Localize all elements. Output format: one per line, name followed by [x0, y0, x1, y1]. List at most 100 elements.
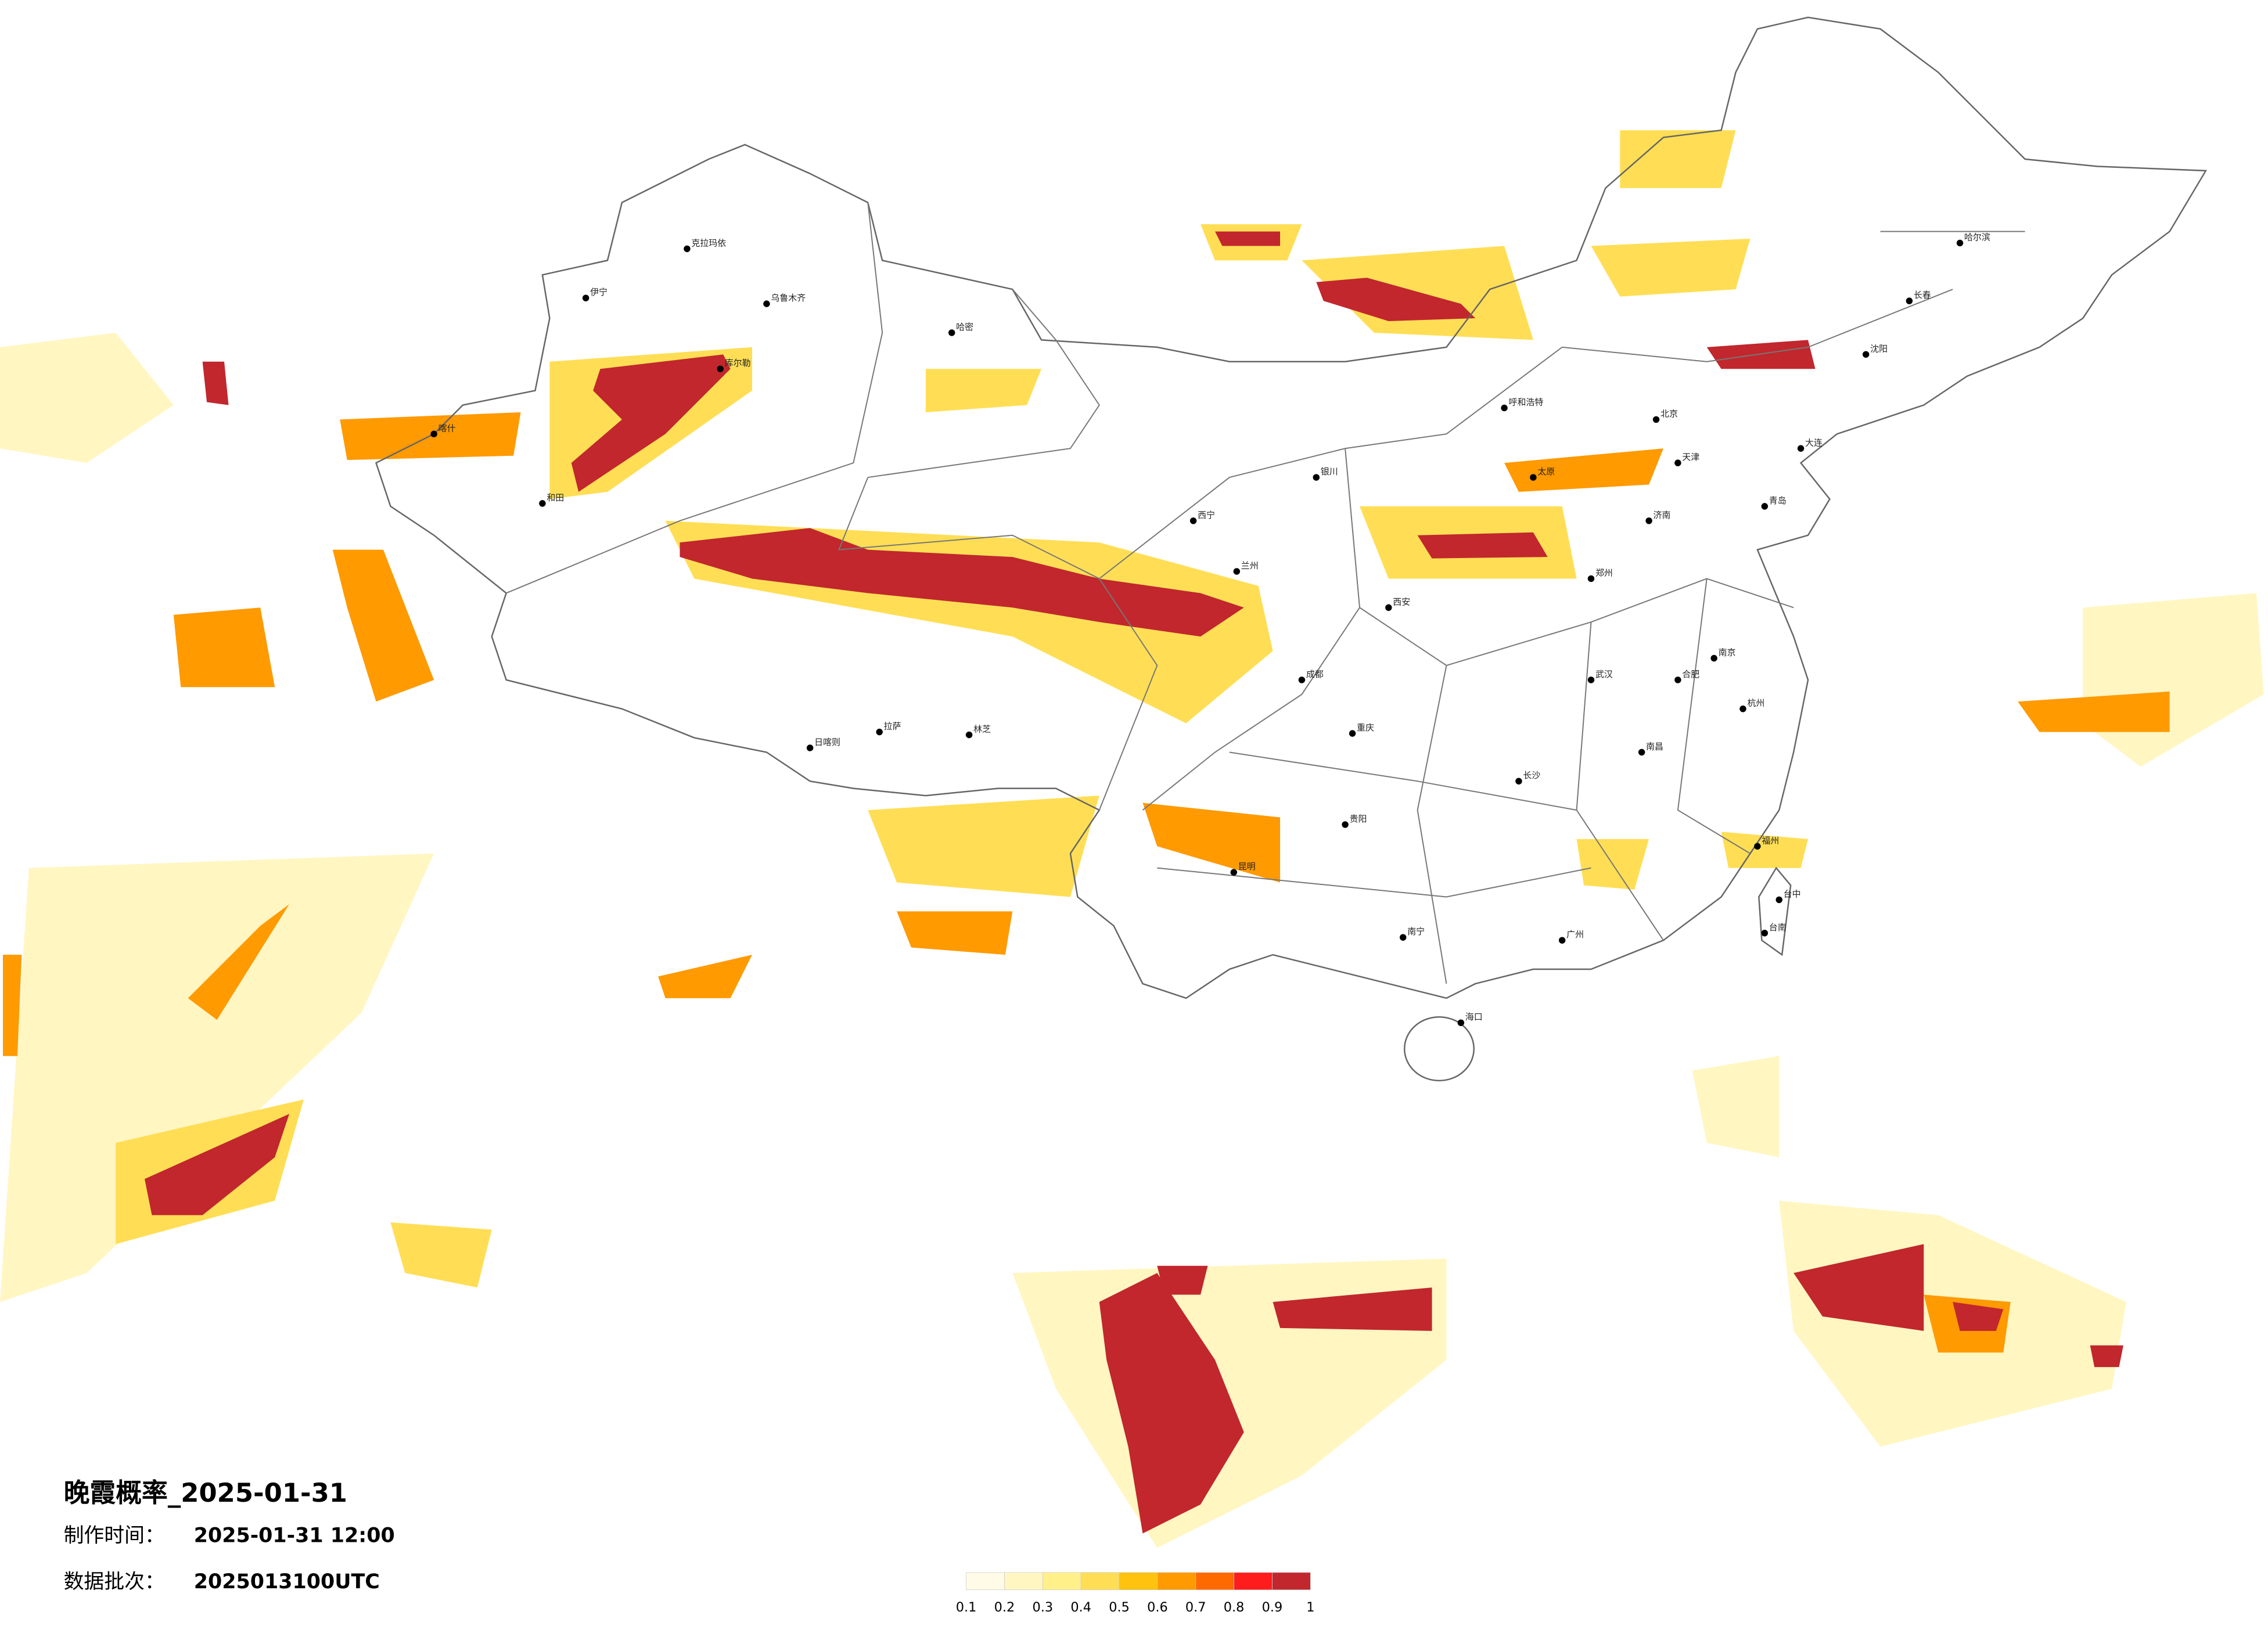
probability-area	[1620, 130, 1736, 188]
batch-label: 数据批次：	[64, 1570, 165, 1593]
city-label: 大连	[1805, 437, 1823, 448]
legend-tick-label: 0.5	[1109, 1600, 1130, 1615]
legend-tick-label: 0.1	[956, 1600, 977, 1615]
province-border	[506, 202, 2025, 984]
city-dot	[1313, 474, 1320, 481]
probability-area	[1692, 1056, 1780, 1157]
china-outline	[375, 16, 2208, 1082]
city-dot	[539, 500, 546, 507]
legend-swatch	[1272, 1572, 1311, 1591]
city-label: 乌鲁木齐	[771, 293, 806, 303]
city-label: 武汉	[1595, 669, 1613, 679]
probability-area	[571, 354, 731, 492]
legend-tick-label: 0.2	[994, 1600, 1015, 1615]
city-label: 杭州	[1747, 698, 1764, 708]
city-label: 福州	[1762, 835, 1779, 846]
probability-area	[173, 607, 275, 688]
legend-tick-label: 0.8	[1224, 1600, 1245, 1615]
city-dot	[1515, 778, 1522, 785]
legend-swatch	[1004, 1572, 1043, 1591]
probability-area	[868, 796, 1099, 897]
legend-tick-label: 0.3	[1033, 1600, 1054, 1615]
probability-area	[188, 904, 290, 1020]
city-dot	[806, 744, 814, 751]
probability-area	[1273, 1287, 1432, 1331]
city-label: 林芝	[973, 724, 991, 734]
city-dot	[1674, 677, 1681, 684]
city-dot	[1674, 459, 1681, 466]
city-label: 南昌	[1646, 741, 1663, 751]
probability-area	[658, 955, 753, 998]
city-dot	[763, 300, 770, 307]
city-label: 库尔勒	[725, 358, 751, 368]
city-label: 青岛	[1769, 495, 1787, 506]
city-label: 台南	[1769, 922, 1787, 933]
legend-swatch	[1234, 1572, 1273, 1591]
city-label: 兰州	[1241, 560, 1259, 571]
probability-area	[2018, 691, 2170, 732]
city-label: 广州	[1566, 929, 1584, 940]
taiwan	[1758, 866, 1792, 956]
city-dot	[1558, 937, 1566, 944]
city-dot	[1638, 749, 1645, 756]
city-dot	[1710, 654, 1717, 662]
legend-tick-label: 0.6	[1147, 1600, 1168, 1615]
city-dot	[1761, 930, 1769, 937]
city-dot	[1862, 351, 1870, 358]
city-label: 和田	[547, 492, 564, 503]
city-label: 哈尔滨	[1964, 232, 1990, 243]
city-dot	[1587, 677, 1595, 684]
map-title: 晚霞概率_2025-01-31	[64, 1477, 347, 1508]
city-label: 北京	[1660, 408, 1678, 419]
legend-tick-label: 0.4	[1070, 1600, 1091, 1615]
city-dot	[684, 245, 691, 253]
city-label: 南京	[1719, 647, 1736, 657]
city-label: 长沙	[1523, 770, 1540, 780]
city-label: 伊宁	[590, 287, 608, 297]
legend-tick-label: 0.9	[1262, 1600, 1283, 1615]
legend-tick-label: 0.7	[1185, 1600, 1206, 1615]
city-label: 呼和浩特	[1509, 397, 1544, 408]
city-label: 长春	[1914, 290, 1931, 300]
probability-area	[202, 361, 229, 405]
batch: 2025013100UTC	[194, 1570, 380, 1593]
city-label: 克拉玛依	[691, 238, 726, 248]
city-dot	[1956, 239, 1964, 247]
city-dot	[1342, 821, 1349, 828]
legend-swatch	[1157, 1572, 1196, 1591]
probability-area	[0, 332, 174, 463]
city-label: 郑州	[1595, 567, 1613, 578]
city-label: 拉萨	[884, 721, 901, 732]
probability-area	[390, 1222, 492, 1288]
city-dot	[1349, 730, 1356, 737]
city-label: 银川	[1321, 466, 1338, 477]
probability-area	[2, 955, 22, 1056]
city-dot	[582, 294, 590, 301]
probability-area	[1157, 1265, 1208, 1295]
city-dot	[1457, 1019, 1465, 1026]
city-label: 沈阳	[1870, 343, 1888, 354]
city-label: 昆明	[1238, 861, 1256, 872]
city-label: 台中	[1784, 888, 1801, 899]
probability-area	[145, 1114, 290, 1215]
city-label: 贵阳	[1350, 814, 1367, 824]
probability-area	[680, 528, 1244, 637]
probability-field	[0, 130, 2264, 1548]
probability-area	[1721, 832, 1809, 868]
hainan	[1403, 1016, 1475, 1082]
city-dot	[965, 731, 973, 739]
probability-area	[2090, 1345, 2123, 1368]
made-label: 制作时间：	[64, 1524, 165, 1548]
probability-area	[925, 369, 1042, 412]
city-label: 日喀则	[814, 737, 840, 747]
city-dot	[1298, 677, 1306, 684]
probability-area	[1504, 448, 1663, 492]
city-dot	[948, 329, 955, 336]
probability-area	[897, 911, 1013, 955]
city-dot	[1797, 445, 1805, 452]
city-dot	[1906, 297, 1913, 304]
city-label: 合肥	[1682, 669, 1699, 679]
city-dot	[1761, 503, 1769, 510]
